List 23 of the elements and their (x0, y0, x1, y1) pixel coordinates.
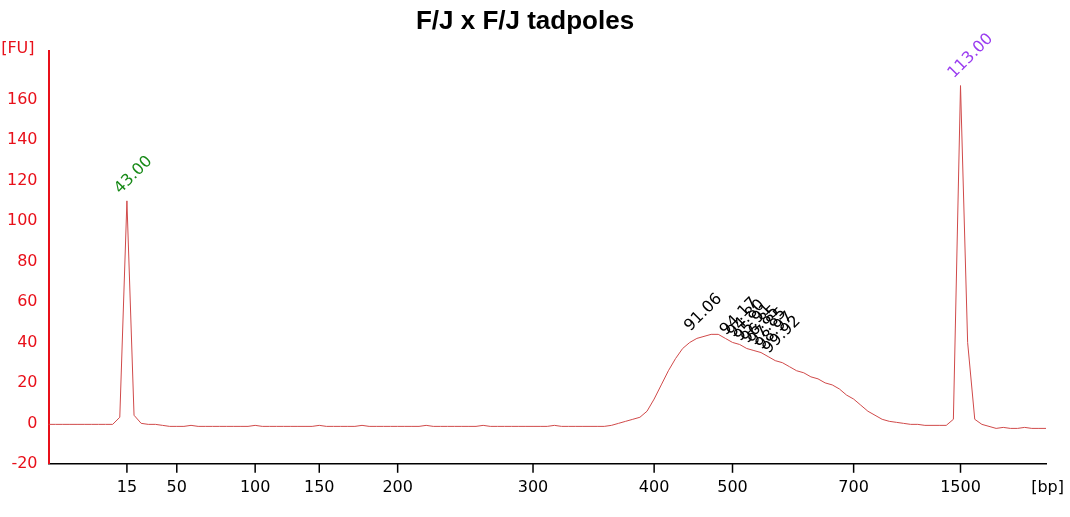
y-tick-label: 60 (17, 291, 38, 311)
x-tick-label: 300 (517, 476, 549, 496)
x-tick-label: 200 (382, 476, 413, 496)
x-tick-label: 500 (717, 476, 748, 496)
y-tick-label: 40 (17, 331, 38, 351)
y-tick-label: 140 (6, 129, 38, 149)
x-tick-label: 700 (838, 476, 869, 496)
chart-title: F/J x F/J tadpoles (415, 4, 635, 35)
y-tick-label: 80 (17, 250, 38, 270)
y-tick-label: 0 (27, 412, 38, 432)
x-tick-label: 15 (116, 476, 138, 496)
y-axis-title: [FU] (1, 38, 35, 58)
x-tick-label: 100 (239, 476, 271, 496)
y-tick-label: 20 (17, 372, 38, 392)
y-tick-label: 100 (6, 210, 38, 230)
x-axis-title: [bp] (1031, 476, 1064, 496)
x-tick-label: 50 (166, 476, 187, 496)
x-tick-label: 400 (638, 476, 670, 496)
y-tick-label: -20 (11, 452, 38, 472)
x-tick-label: 150 (304, 476, 335, 496)
x-tick-label: 1500 (940, 476, 981, 496)
y-tick-label: 120 (6, 169, 38, 189)
y-tick-label: 160 (6, 88, 38, 108)
